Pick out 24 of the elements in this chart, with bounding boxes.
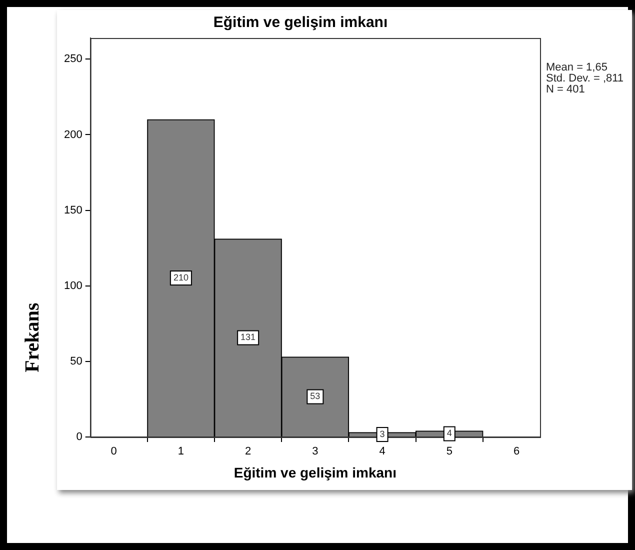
data-label: 53 [310, 391, 320, 402]
text: Std. Dev. = ,811 [546, 72, 624, 85]
y-tick-label: 0 [76, 431, 82, 444]
y-axis-title: Frekans [22, 302, 44, 372]
data-label: 131 [240, 332, 256, 342]
x-tick-label: 3 [312, 446, 318, 458]
data-label: 4 [446, 428, 452, 438]
x-tick-label: 5 [446, 446, 452, 458]
data-label: 210 [173, 272, 188, 283]
x-tick-label: 1 [178, 446, 184, 458]
y-tick-label: 150 [64, 204, 82, 216]
y-tick-label: 200 [64, 128, 82, 141]
chart-title: Eğitim ve gelişim imkanı [213, 14, 388, 32]
y-tick-label: 100 [64, 280, 82, 292]
text: Mean = 1,65 [546, 62, 608, 74]
y-tick-label: 250 [64, 53, 82, 66]
data-label: 3 [380, 428, 385, 439]
x-tick-label: 4 [379, 446, 386, 458]
x-tick-label: 6 [513, 446, 520, 458]
x-axis-title: Eğitim ve gelişim imkanı [234, 464, 396, 480]
y-tick-label: 50 [70, 355, 82, 368]
x-tick-label: 2 [245, 446, 252, 458]
x-tick-label: 0 [110, 446, 117, 458]
text: N = 401 [546, 84, 585, 96]
